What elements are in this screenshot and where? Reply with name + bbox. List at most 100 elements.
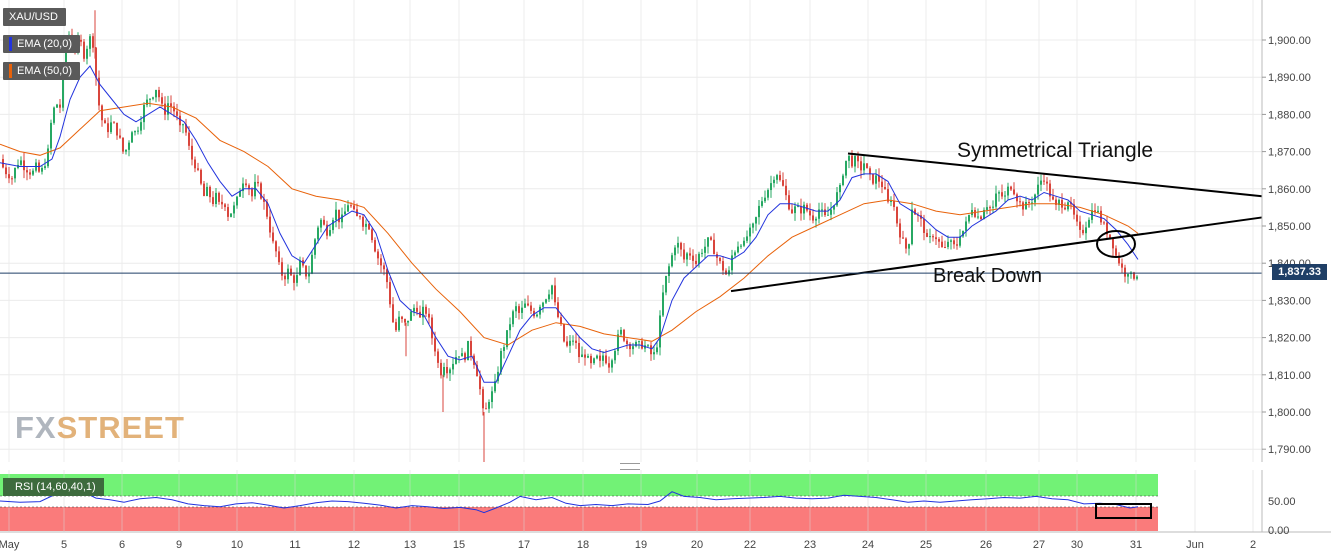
- candle-body: [914, 209, 916, 215]
- price-tick-label: 1,820.00: [1268, 333, 1311, 345]
- candle-body: [1040, 180, 1042, 185]
- time-tick-label: 18: [577, 539, 589, 551]
- ema50-legend[interactable]: EMA (50,0): [3, 62, 81, 80]
- candle-body: [440, 362, 442, 376]
- candle-body: [608, 363, 610, 368]
- candle-body: [161, 97, 163, 104]
- candle-body: [710, 237, 712, 240]
- candle-body: [1136, 276, 1138, 279]
- candle-body: [338, 209, 340, 223]
- candle-body: [1124, 267, 1126, 277]
- candle-body: [653, 352, 655, 355]
- price-gridlines: [0, 0, 1262, 462]
- candle-body: [887, 189, 889, 202]
- candle-body: [107, 123, 109, 133]
- candle-body: [803, 204, 805, 214]
- price-axis: 1,790.00 1,800.00 1,810.00 1,820.00 1,830.00…: [1262, 35, 1311, 456]
- watermark-street: STREET: [56, 410, 185, 445]
- price-tick-label: 1,790.00: [1268, 444, 1311, 456]
- candle-body: [143, 105, 145, 123]
- candle-body: [215, 192, 217, 205]
- breakdown-annotation: Break Down: [933, 265, 1042, 287]
- candle-body: [50, 122, 52, 149]
- candle-body: [329, 230, 331, 236]
- candle-body: [815, 218, 817, 221]
- rsi-chart[interactable]: 0.00 50.00 May 5 6 9 10 11 12 13 15 17 18 19 20 22 23 24…: [0, 470, 1331, 558]
- candle-body: [170, 103, 172, 107]
- candle-body: [584, 354, 586, 358]
- candle-body: [494, 381, 496, 392]
- candle-body: [845, 160, 847, 176]
- pane-resize-handle[interactable]: [620, 463, 640, 470]
- rsi-gridlines: [8, 470, 1254, 532]
- ema50-label: EMA (50,0): [17, 65, 73, 77]
- candle-body: [869, 168, 871, 175]
- candle-body: [776, 175, 778, 180]
- candle-body: [953, 240, 955, 245]
- ema20-legend[interactable]: EMA (20,0): [3, 35, 81, 53]
- candle-body: [1112, 238, 1114, 249]
- fxstreet-watermark: FXSTREET: [15, 410, 185, 446]
- candle-body: [434, 338, 436, 352]
- candle-body: [95, 47, 97, 78]
- candle-body: [857, 156, 859, 162]
- candle-body: [932, 236, 934, 238]
- candle-body: [218, 192, 220, 202]
- candle-body: [1088, 219, 1090, 228]
- candle-body: [455, 357, 457, 364]
- candle-body: [1106, 222, 1108, 235]
- candle-body: [668, 266, 670, 276]
- candle-body: [560, 317, 562, 325]
- candle-body: [872, 174, 874, 184]
- time-tick-label: 27: [1033, 539, 1045, 551]
- candle-body: [977, 216, 979, 218]
- candle-body: [593, 358, 595, 364]
- candle-body: [1052, 196, 1054, 200]
- candle-body: [788, 195, 790, 210]
- candle-body: [428, 313, 430, 318]
- time-tick-label: 17: [518, 539, 530, 551]
- time-tick-label: 10: [231, 539, 243, 551]
- candle-body: [311, 254, 313, 274]
- candle-body: [389, 282, 391, 305]
- candle-body: [278, 251, 280, 263]
- candle-body: [47, 148, 49, 167]
- time-tick-label: 25: [920, 539, 932, 551]
- price-chart[interactable]: 1,790.00 1,800.00 1,810.00 1,820.00 1,830.00…: [0, 0, 1331, 462]
- candle-body: [695, 260, 697, 264]
- rsi-legend[interactable]: RSI (14,60,40,1): [3, 478, 104, 496]
- candle-body: [296, 275, 298, 283]
- candle-body: [374, 240, 376, 252]
- candle-body: [134, 131, 136, 133]
- candle-body: [497, 371, 499, 382]
- candle-body: [443, 366, 445, 376]
- candle-body: [176, 111, 178, 116]
- candle-body: [995, 193, 997, 207]
- candle-body: [1100, 210, 1102, 223]
- candle-body: [908, 244, 910, 249]
- candle-body: [689, 253, 691, 256]
- symbol-legend[interactable]: XAU/USD: [3, 8, 66, 26]
- candle-body: [935, 237, 937, 240]
- candle-body: [542, 302, 544, 307]
- candle-body: [761, 201, 763, 206]
- candle-body: [110, 122, 112, 133]
- candle-body: [599, 355, 601, 361]
- candle-body: [1031, 202, 1033, 204]
- time-tick-label: 15: [453, 539, 465, 551]
- candle-body: [86, 48, 88, 59]
- candle-body: [821, 209, 823, 211]
- candle-body: [1097, 210, 1099, 213]
- candle-body: [488, 402, 490, 409]
- candle-body: [629, 344, 631, 350]
- breakdown-circle: [1096, 230, 1136, 258]
- candle-body: [524, 303, 526, 308]
- candle-body: [260, 183, 262, 199]
- candle-body: [740, 245, 742, 247]
- candle-body: [413, 307, 415, 312]
- candle-body: [365, 223, 367, 227]
- ema20-swatch: [9, 37, 12, 51]
- candle-body: [824, 209, 826, 216]
- candles: [2, 10, 1138, 462]
- candle-body: [266, 201, 268, 217]
